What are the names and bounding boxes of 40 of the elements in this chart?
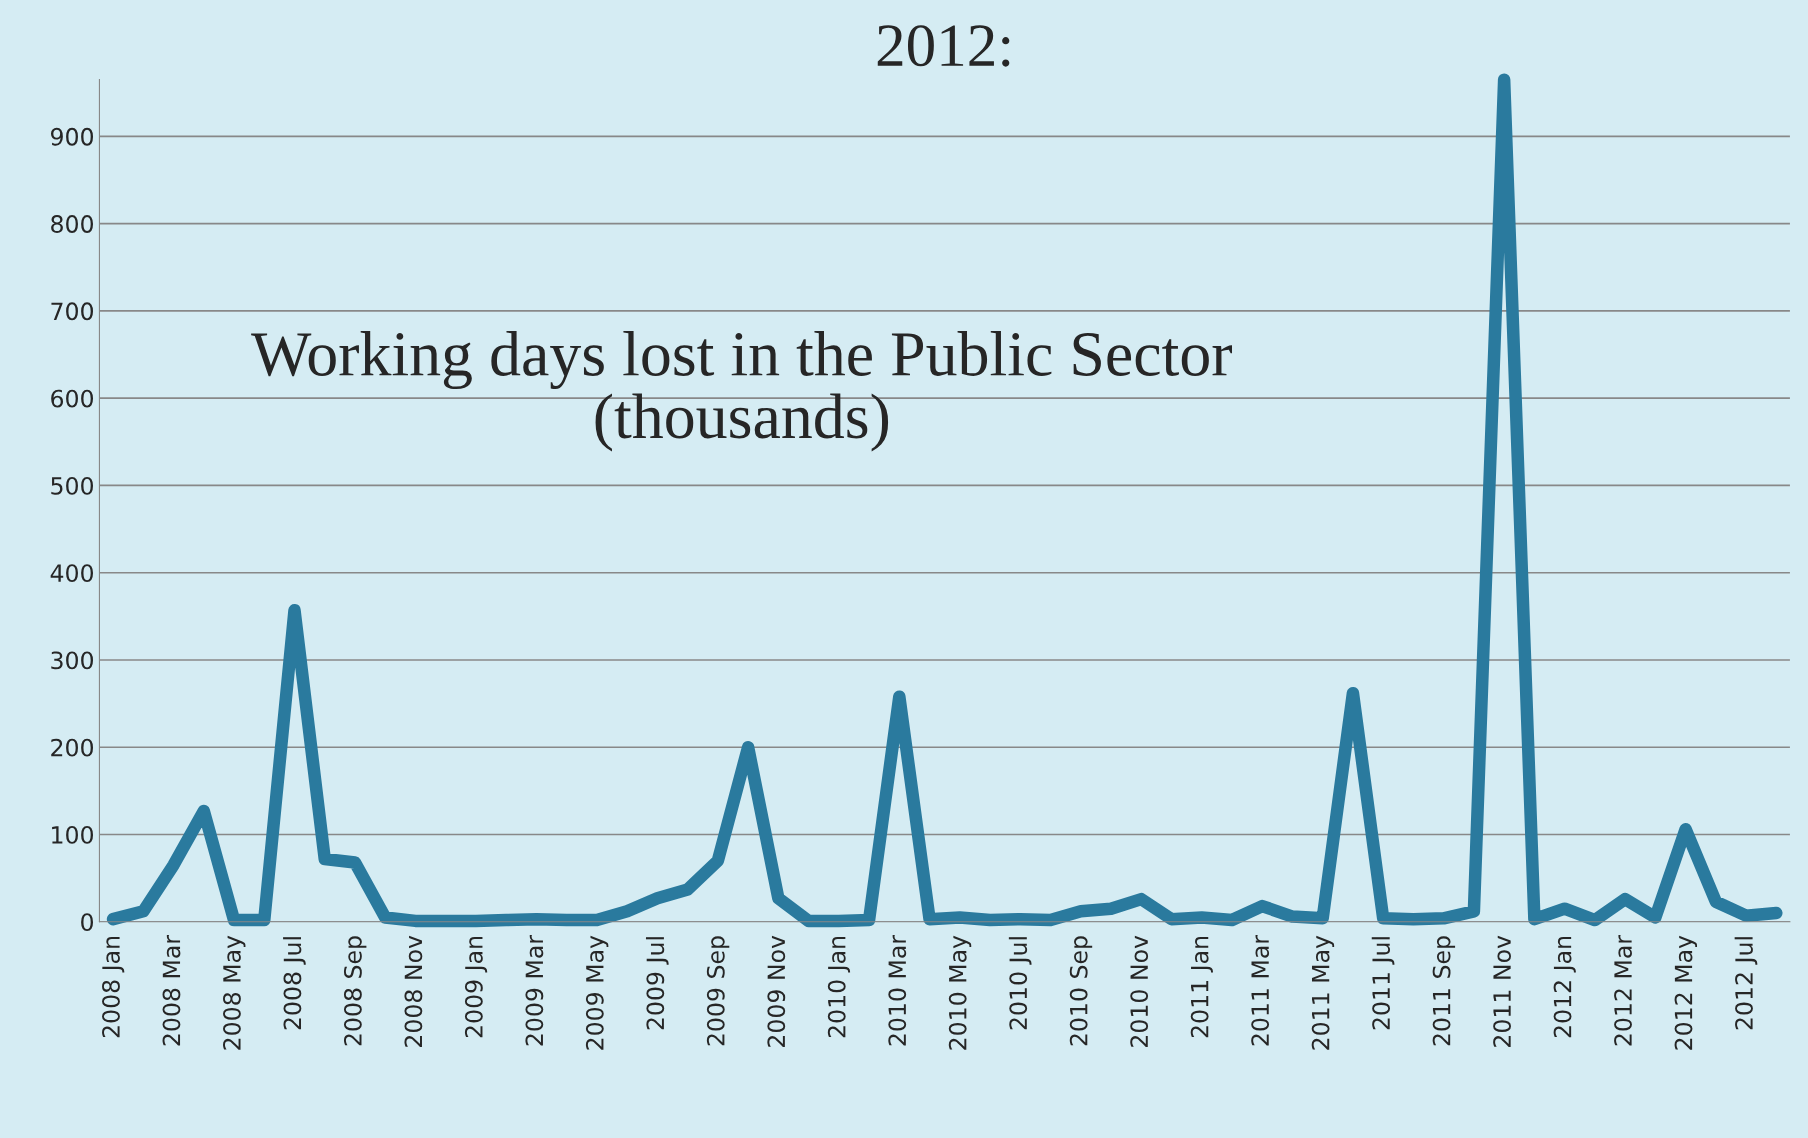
x-tick-label: 2008 Jan: [102, 936, 125, 1038]
x-tick-label: 2012 Jul: [1734, 937, 1758, 1030]
x-tick-label: 2010 Nov: [1130, 935, 1149, 1047]
chart-title: 2012:: [877, 25, 1010, 67]
x-tick-label: 2009 Jan: [464, 936, 488, 1038]
x-tick-label: 2009 Mar: [525, 934, 544, 1046]
x-tick-label: 2011 Jan: [1190, 936, 1213, 1038]
x-tick-label: 2009 Jul: [645, 937, 669, 1030]
x-tick-label: 2011 Mar: [1251, 934, 1270, 1046]
y-tick-label: 100: [52, 825, 94, 844]
x-tick-label: 2008 Jul: [283, 937, 306, 1030]
x-tick-label: 2010 Mar: [888, 934, 907, 1046]
x-tick-label: 2010 Sep: [1069, 936, 1093, 1046]
x-tick-label: 2010 Jul: [1008, 937, 1032, 1030]
x-tick-label: 2010 Jan: [827, 936, 851, 1038]
x-tick-label: 2008 May: [223, 935, 246, 1050]
y-tick-label: 400: [50, 564, 94, 583]
x-tick-label: 2009 May: [585, 935, 609, 1050]
y-tick-label: 900: [51, 127, 94, 146]
x-tick-label: 2011 Jul: [1371, 937, 1395, 1030]
y-tick-label: 700: [51, 302, 94, 321]
x-tick-label: 2012 Jan: [1553, 936, 1576, 1038]
x-tick-label: 2011 Sep: [1432, 936, 1456, 1046]
x-tick-label: 2008 Nov: [404, 935, 423, 1047]
x-tick-label: 2009 Nov: [767, 935, 786, 1047]
x-tick-label: 2012 Mar: [1614, 934, 1632, 1046]
y-tick-label: 0: [81, 913, 94, 932]
y-tick-label: 500: [51, 476, 94, 495]
x-tick-label: 2011 May: [1311, 935, 1335, 1050]
x-tick-label: 2012 May: [1674, 935, 1698, 1050]
x-tick-label: 2011 Nov: [1493, 935, 1511, 1047]
x-tick-label: 2008 Sep: [343, 936, 367, 1046]
x-tick-label: 2008 Mar: [162, 934, 181, 1046]
y-tick-label: 200: [51, 738, 94, 757]
y-tick-label: 800: [51, 215, 94, 233]
y-tick-label: 600: [51, 389, 94, 408]
y-tick-label: 300: [51, 651, 94, 670]
annotation: Working days lost in the Public Sector (thousands): [251, 331, 1232, 452]
x-tick-label: 2009 Sep: [706, 936, 730, 1046]
x-tick-label: 2010 May: [948, 935, 972, 1050]
